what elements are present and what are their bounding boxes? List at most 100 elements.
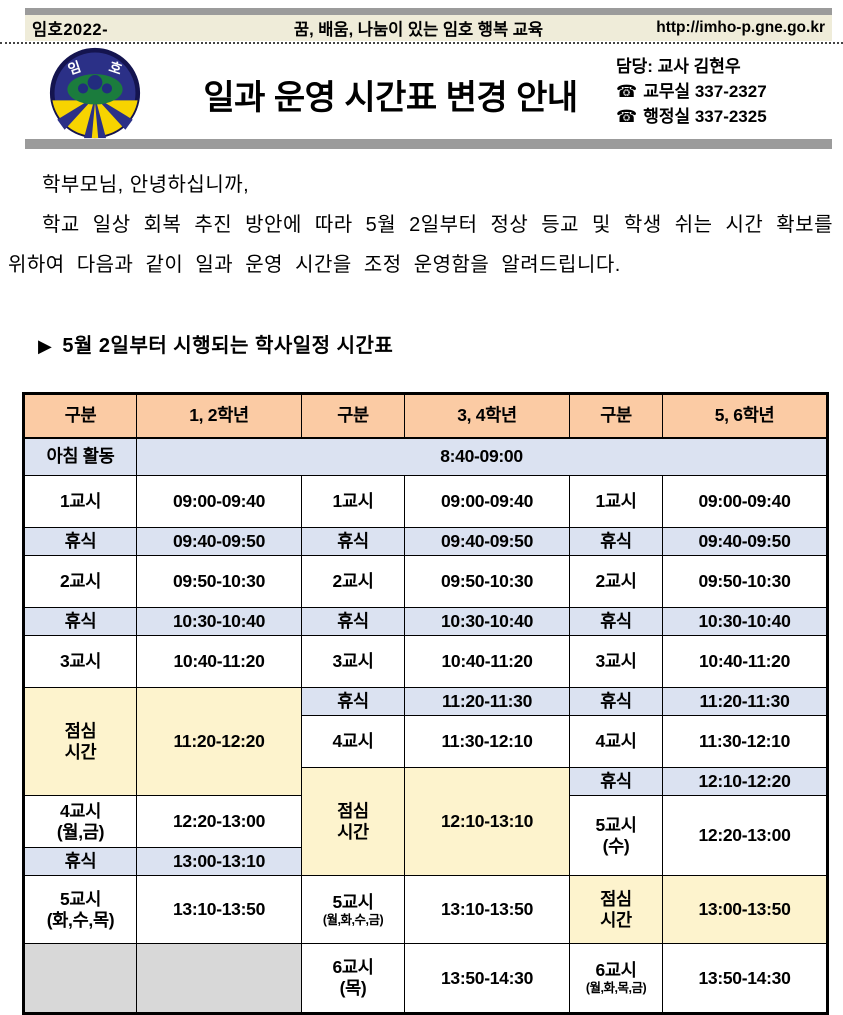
column-header-cell: 구분 (301, 393, 405, 439)
time-cell: 12:20-13:00 (136, 795, 302, 848)
phone-2-label: 행정실 337-2325 (643, 107, 767, 126)
table-row: 휴식 13:00-13:10 (23, 847, 828, 876)
period-label-cell: 6교시 (월,화,목,금) (569, 943, 663, 1014)
section-title-label: 5월 2일부터 시행되는 학사일정 시간표 (62, 335, 394, 357)
time-cell: 13:50-14:30 (404, 943, 570, 1014)
table-row: 휴식 10:30-10:40 휴식 10:30-10:40 휴식 10:30-1… (23, 607, 828, 636)
svg-text:임: 임 (66, 59, 83, 77)
column-header-cell: 3, 4학년 (404, 393, 570, 439)
period-label-cell: 휴식 (569, 527, 663, 556)
period-label-cell: 3교시 (569, 635, 663, 688)
table-row: 4교시 (월,금) 12:20-13:00 5교시 (수) 12:20-13:00 (23, 795, 828, 876)
arrow-marker-icon: ▶ (38, 336, 53, 356)
top-gray-bar (25, 8, 832, 15)
empty-cell (136, 943, 302, 1014)
period-label-cell: 4교시 (월,금) (23, 795, 137, 848)
table-row: 5교시 (화,수,목) 13:10-13:50 5교시 (월,화,수,금) 13:1… (23, 875, 828, 944)
time-cell: 10:30-10:40 (662, 607, 828, 636)
phone-icon: ☎ (616, 107, 638, 126)
table-row: 6교시 (목) 13:50-14:30 6교시 (월,화,목,금) 13:50-14… (23, 943, 828, 1014)
period-label-cell: 휴식 (23, 847, 137, 876)
period-label-cell: 2교시 (23, 555, 137, 608)
schedule-table: 구분 1, 2학년 구분 3, 4학년 구분 5, 6학년 아침 활동 8:40… (22, 392, 829, 1015)
period-label-cell: 2교시 (301, 555, 405, 608)
period-label-cell: 4교시 (569, 715, 663, 768)
table-row: 점심 시간 11:20-12:20 휴식 11:20-11:30 휴식 11:20… (23, 687, 828, 796)
time-cell: 09:00-09:40 (404, 475, 570, 528)
time-cell: 10:30-10:40 (404, 607, 570, 636)
period-label-cell: 5교시 (화,수,목) (23, 875, 137, 944)
time-cell: 11:20-11:30 (662, 687, 828, 716)
lunch-time-cell: 13:00-13:50 (662, 875, 828, 944)
table-row: 2교시 09:50-10:30 2교시 09:50-10:30 2교시 09:5… (23, 555, 828, 608)
empty-cell (23, 943, 137, 1014)
time-cell: 11:30-12:10 (404, 715, 570, 768)
period-label-cell: 휴식 (569, 607, 663, 636)
period-label-cell: 6교시 (목) (301, 943, 405, 1014)
period-label-cell: 5교시 (수) (569, 795, 663, 876)
period-label-cell: 휴식 (301, 687, 405, 716)
time-cell: 09:00-09:40 (136, 475, 302, 528)
time-cell: 11:20-11:30 (404, 687, 570, 716)
time-cell: 09:40-09:50 (136, 527, 302, 556)
lunch-time-cell: 12:10-13:10 (404, 767, 570, 876)
contact-phone-2: ☎ 행정실 337-2325 (616, 104, 767, 129)
school-logo-icon: 임 호 (49, 47, 141, 139)
time-cell: 09:40-09:50 (662, 527, 828, 556)
svg-text:호: 호 (107, 59, 124, 77)
period-label-cell: 4교시 (301, 715, 405, 768)
lunch-label-cell: 점심 시간 (301, 767, 405, 876)
page-title: 일과 운영 시간표 변경 안내 (203, 79, 578, 117)
time-cell: 13:10-13:50 (404, 875, 570, 944)
notice-body: 학부모님, 안녕하십니까, 학교 일상 회복 추진 방안에 따라 5월 2일부터… (8, 165, 833, 285)
time-cell: 11:30-12:10 (662, 715, 828, 768)
time-cell: 09:00-09:40 (662, 475, 828, 528)
table-row: 1교시 09:00-09:40 1교시 09:00-09:40 1교시 09:0… (23, 475, 828, 528)
period-label-cell: 휴식 (569, 687, 663, 716)
period-label-cell: 3교시 (301, 635, 405, 688)
contact-person: 담당: 교사 김현우 (616, 54, 767, 79)
header-divider-bar (25, 139, 832, 149)
school-logo: 임 호 (49, 47, 141, 144)
time-cell: 13:10-13:50 (136, 875, 302, 944)
time-cell: 10:40-11:20 (662, 635, 828, 688)
school-slogan: 꿈, 배움, 나눔이 있는 임호 행복 교육 (293, 21, 544, 39)
period-label-cell: 휴식 (301, 607, 405, 636)
table-row: 아침 활동 8:40-09:00 (23, 437, 828, 476)
phone-1-label: 교무실 337-2327 (643, 82, 767, 101)
table-row: 휴식 09:40-09:50 휴식 09:40-09:50 휴식 09:40-0… (23, 527, 828, 556)
phone-icon: ☎ (616, 82, 638, 101)
time-cell: 8:40-09:00 (136, 437, 828, 476)
doc-number: 임호2022- (32, 21, 109, 39)
document-header: 임 호 일과 운영 시간표 변경 안내 담당: 교사 김현우 ☎ 교무실 337… (0, 44, 843, 139)
masthead: 임호2022- 꿈, 배움, 나눔이 있는 임호 행복 교육 http://im… (0, 15, 843, 44)
period-label-cell: 3교시 (23, 635, 137, 688)
period-label-cell: 휴식 (23, 607, 137, 636)
column-header-cell: 5, 6학년 (662, 393, 828, 439)
contact-block: 담당: 교사 김현우 ☎ 교무실 337-2327 ☎ 행정실 337-2325 (616, 54, 767, 129)
period-label-cell: 휴식 (569, 767, 663, 796)
section-title: ▶ 5월 2일부터 시행되는 학사일정 시간표 (38, 329, 843, 358)
lunch-label-cell: 점심 시간 (569, 875, 663, 944)
period-label-cell: 1교시 (23, 475, 137, 528)
time-cell: 12:20-13:00 (662, 795, 828, 876)
lunch-time-cell: 11:20-12:20 (136, 687, 302, 796)
period-label-cell: 1교시 (569, 475, 663, 528)
time-cell: 13:50-14:30 (662, 943, 828, 1014)
column-header-cell: 구분 (569, 393, 663, 439)
lunch-label-cell: 점심 시간 (23, 687, 137, 796)
time-cell: 10:30-10:40 (136, 607, 302, 636)
time-cell: 12:10-12:20 (662, 767, 828, 796)
column-header-cell: 1, 2학년 (136, 393, 302, 439)
time-cell: 09:50-10:30 (404, 555, 570, 608)
school-url: http://imho-p.gne.go.kr (656, 19, 825, 36)
table-header-row: 구분 1, 2학년 구분 3, 4학년 구분 5, 6학년 (23, 393, 828, 439)
notice-paragraph: 학교 일상 회복 추진 방안에 따라 5월 2일부터 정상 등교 및 학생 쉬는… (8, 214, 833, 276)
period-label-cell: 1교시 (301, 475, 405, 528)
masthead-strip: 임호2022- 꿈, 배움, 나눔이 있는 임호 행복 교육 http://im… (25, 15, 832, 41)
time-cell: 10:40-11:20 (136, 635, 302, 688)
time-cell: 13:00-13:10 (136, 847, 302, 876)
period-label-cell: 휴식 (301, 527, 405, 556)
table-row: 점심 시간 12:10-13:10 휴식 12:10-12:20 (24, 767, 828, 876)
table-row: 3교시 10:40-11:20 3교시 10:40-11:20 3교시 10:4… (23, 635, 828, 688)
